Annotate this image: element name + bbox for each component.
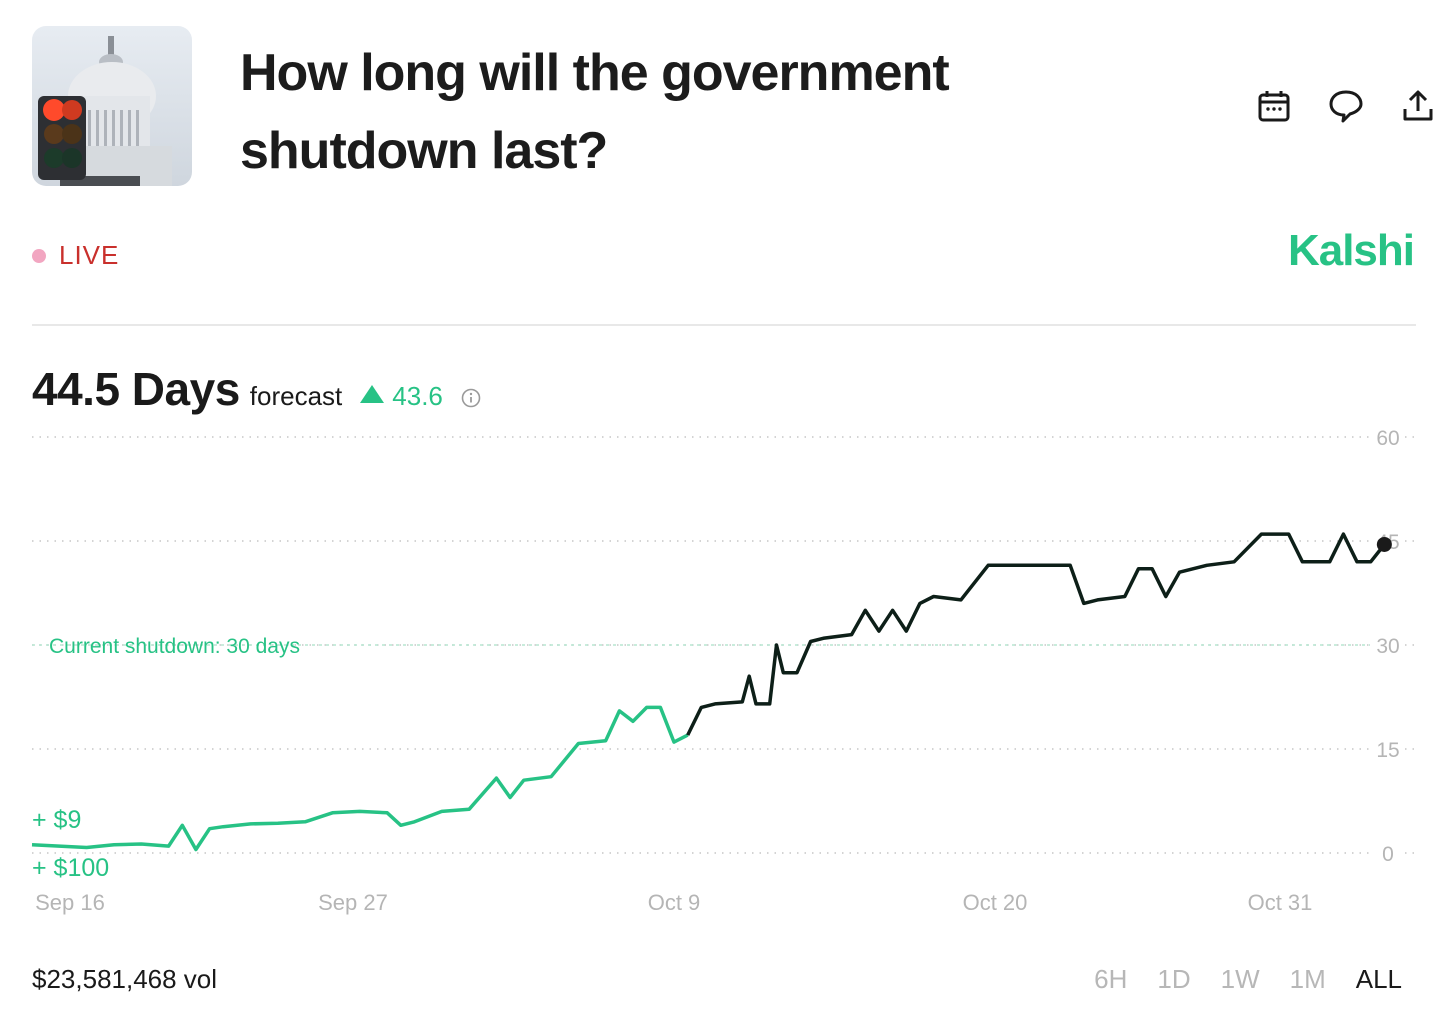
range-1w[interactable]: 1W bbox=[1220, 964, 1260, 994]
brand-logo[interactable]: Kalshi bbox=[1287, 226, 1415, 275]
series-line-before-shutdown bbox=[31, 705, 689, 852]
market-image bbox=[32, 26, 192, 186]
range-selector: 6H 1D 1W 1M ALL bbox=[1064, 964, 1402, 995]
x-tick-label: Oct 9 bbox=[648, 890, 701, 915]
series-line-current bbox=[686, 532, 1386, 736]
range-6h[interactable]: 6H bbox=[1094, 964, 1128, 994]
y-tick-label: 15 bbox=[1376, 739, 1399, 762]
forecast-header: 44.5 Days forecast 43.6 bbox=[32, 362, 481, 416]
share-button[interactable] bbox=[1394, 86, 1442, 126]
y-tick-label: 30 bbox=[1376, 635, 1399, 658]
market-title: How long will the government shutdown la… bbox=[240, 44, 950, 180]
range-1m[interactable]: 1M bbox=[1289, 964, 1326, 994]
comment-button[interactable] bbox=[1322, 86, 1370, 126]
forecast-value: 44.5 Days bbox=[32, 363, 240, 415]
y-tick-label: 60 bbox=[1376, 427, 1399, 450]
share-icon bbox=[1403, 90, 1433, 121]
comment-icon bbox=[1329, 90, 1363, 123]
calendar-icon bbox=[1258, 91, 1290, 122]
x-tick-label: Oct 31 bbox=[1248, 890, 1313, 915]
divider bbox=[32, 324, 1416, 326]
reference-line-label: Current shutdown: 30 days bbox=[49, 635, 300, 658]
forecast-label: forecast bbox=[249, 381, 343, 411]
live-status: LIVE bbox=[32, 240, 119, 271]
x-tick-label: Oct 20 bbox=[963, 890, 1028, 915]
x-tick-label: Sep 27 bbox=[318, 890, 388, 915]
up-triangle-icon bbox=[360, 385, 385, 403]
capitol-traffic-light-image bbox=[32, 26, 192, 186]
range-all[interactable]: ALL bbox=[1355, 964, 1402, 994]
live-label: LIVE bbox=[59, 240, 120, 270]
range-1d[interactable]: 1D bbox=[1157, 964, 1191, 994]
action-bar bbox=[1250, 86, 1442, 126]
volume-label: $23,581,468 vol bbox=[32, 964, 218, 994]
forecast-chart: 604530150Current shutdown: 30 days+ $9+ … bbox=[31, 427, 1416, 915]
info-icon bbox=[461, 388, 481, 408]
forecast-change-value: 43.6 bbox=[392, 380, 443, 411]
trade-annotation: + $9 bbox=[32, 806, 81, 834]
calendar-button[interactable] bbox=[1250, 86, 1298, 126]
forecast-change: 43.6 bbox=[360, 381, 443, 412]
live-dot bbox=[32, 248, 46, 263]
current-value-point bbox=[1376, 536, 1392, 552]
trade-annotation: + $100 bbox=[32, 854, 109, 882]
info-button[interactable] bbox=[461, 388, 481, 413]
x-tick-label: Sep 16 bbox=[35, 890, 105, 915]
y-tick-label: 0 bbox=[1382, 843, 1394, 866]
